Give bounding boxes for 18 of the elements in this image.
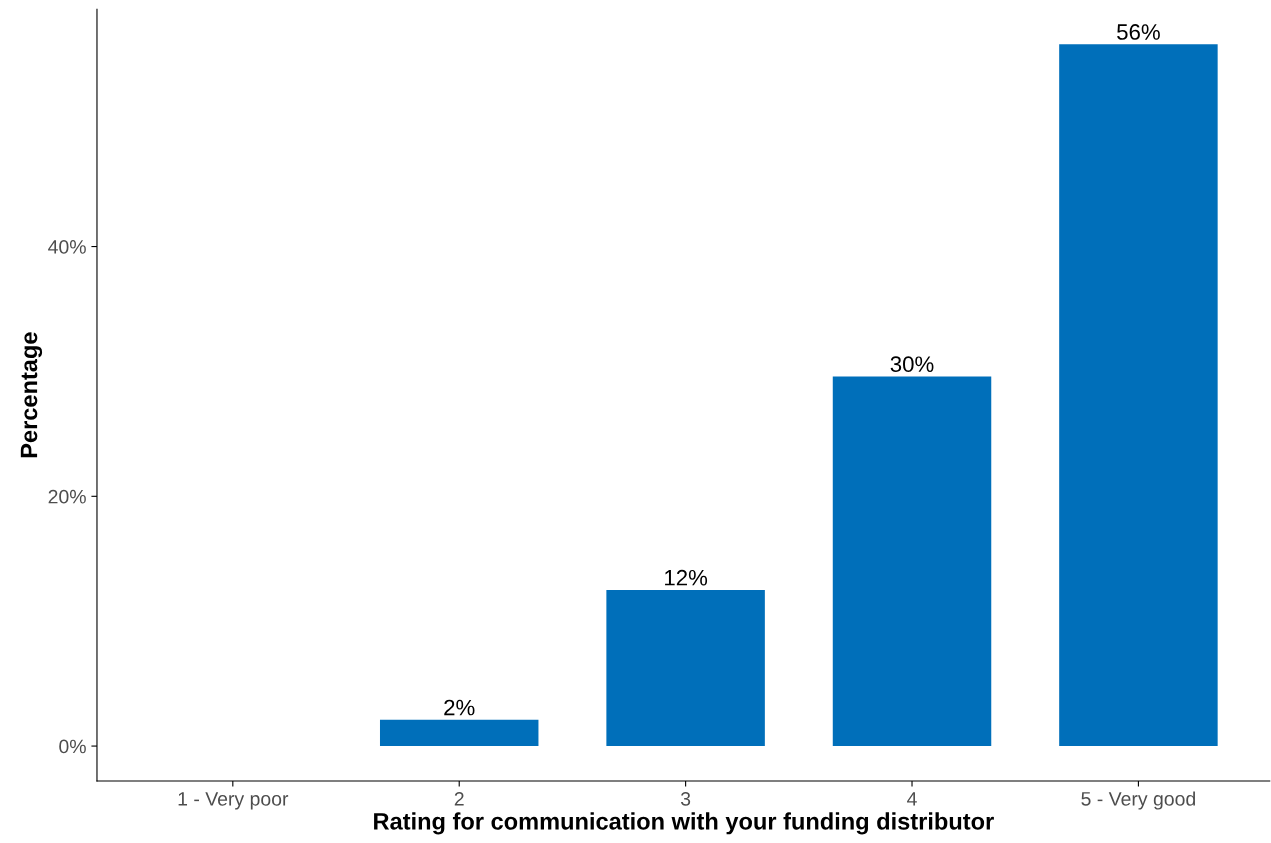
y-tick-label: 20% xyxy=(48,489,86,504)
data-label: 2% xyxy=(444,699,475,716)
data-label: 56% xyxy=(1117,24,1160,40)
y-axis-title: Percentage xyxy=(20,332,43,458)
x-tick-label: 3 xyxy=(680,791,691,806)
x-tick-label: 2 xyxy=(454,791,464,806)
bar xyxy=(606,589,765,747)
x-axis-title: Rating for communication with your funding distributor xyxy=(374,812,994,835)
x-tick-label: 1 - Very poor xyxy=(178,792,289,810)
y-tick-label: 40% xyxy=(48,240,86,254)
x-tick-label: 5 - Very good xyxy=(1081,791,1195,810)
bar xyxy=(379,719,539,747)
data-label: 12% xyxy=(665,569,708,586)
data-label: 30% xyxy=(890,356,934,373)
bar xyxy=(1059,44,1218,747)
bar xyxy=(832,376,992,747)
x-tick-label: 4 xyxy=(907,792,917,806)
y-tick-label: 0% xyxy=(59,739,86,754)
